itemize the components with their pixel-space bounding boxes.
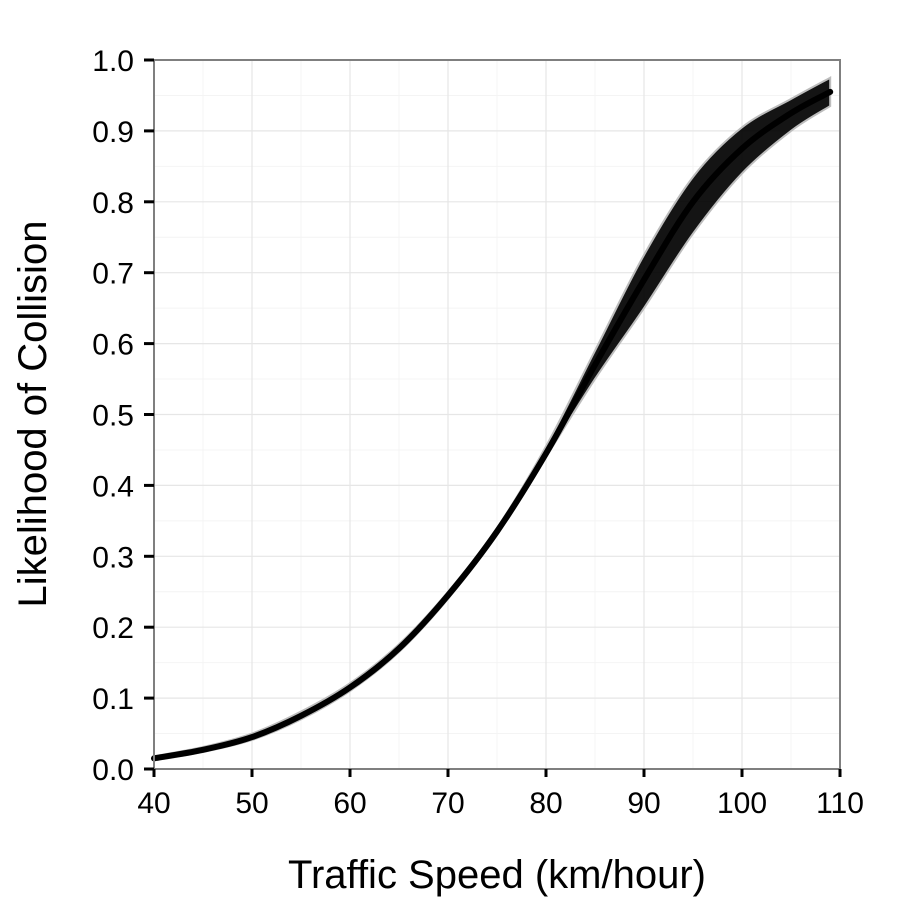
x-tick-label: 60 [333,787,366,820]
x-axis: 40 50 60 70 80 90 100 110 [137,769,864,820]
y-axis-title: Likelihood of Collision [11,221,55,608]
y-tick-label: 0.7 [92,258,134,291]
x-tick-label: 80 [529,787,562,820]
y-tick-label: 0.8 [92,187,134,220]
y-tick-label: 0.1 [92,683,134,716]
x-tick-label: 50 [235,787,268,820]
y-tick-label: 0.0 [92,754,134,787]
y-tick-label: 0.2 [92,612,134,645]
y-tick-label: 0.3 [92,541,134,574]
y-tick-label: 0.6 [92,329,134,362]
y-axis: 0.0 0.1 0.2 0.3 0.4 0.5 0.6 0.7 0.8 0.9 1.0 [92,45,154,787]
x-tick-label: 90 [627,787,660,820]
series-layer [151,88,834,762]
y-tick-label: 1.0 [92,45,134,78]
series-line [151,88,834,762]
x-axis-title: Traffic Speed (km/hour) [288,853,706,897]
x-tick-label: 100 [717,787,767,820]
x-tick-label: 110 [816,787,864,820]
y-tick-label: 0.4 [92,470,134,503]
x-tick-label: 40 [137,787,170,820]
y-tick-label: 0.5 [92,400,134,433]
x-tick-label: 70 [431,787,464,820]
y-tick-label: 0.9 [92,116,134,149]
